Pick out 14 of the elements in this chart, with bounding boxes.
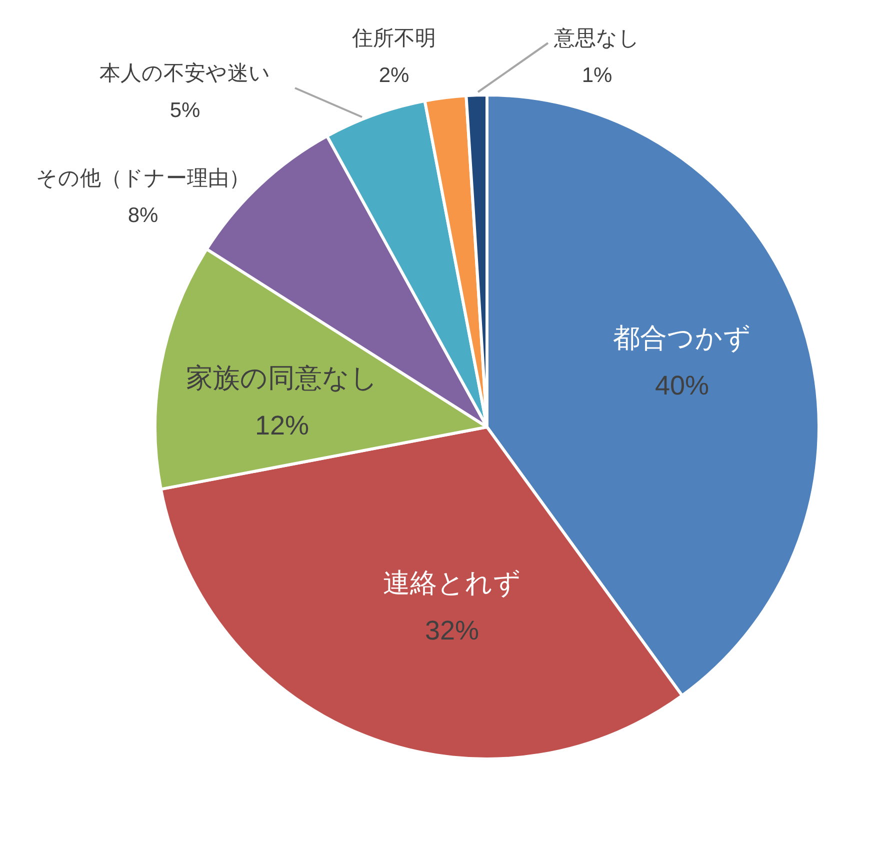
- data-label: 2%: [378, 64, 410, 87]
- data-label: 5%: [170, 98, 200, 122]
- slice-label: 連絡とれず: [383, 568, 521, 598]
- data-label: 8%: [128, 204, 158, 227]
- slice-label: その他（ドナー理由）: [36, 167, 250, 190]
- slice-label: 意思なし: [553, 27, 640, 50]
- slice-label: 住所不明: [351, 27, 436, 50]
- slice-label: 家族の同意なし: [186, 363, 378, 393]
- data-label: 32%: [424, 615, 480, 646]
- data-label: 1%: [582, 64, 612, 87]
- slice-label: 本人の不安や迷い: [100, 62, 270, 85]
- data-label: 40%: [654, 370, 710, 400]
- slice-label: 都合つかず: [613, 323, 751, 353]
- data-label: 12%: [254, 410, 310, 440]
